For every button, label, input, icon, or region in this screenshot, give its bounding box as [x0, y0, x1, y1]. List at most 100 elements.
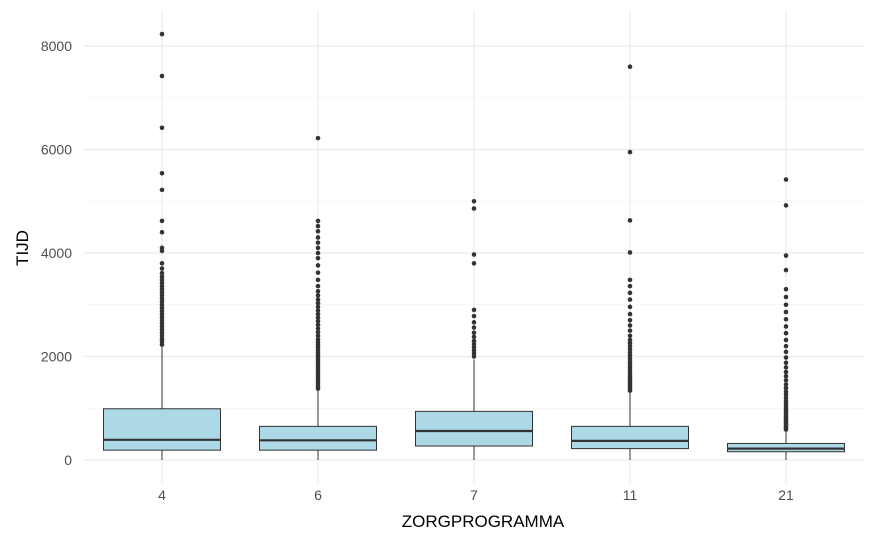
y-tick-label: 8000: [41, 38, 72, 54]
outlier-point: [627, 333, 633, 339]
outlier-point: [315, 300, 321, 306]
boxes-layer: [103, 31, 845, 460]
outlier-point: [627, 290, 633, 296]
outlier-point: [783, 294, 789, 300]
outlier-point: [159, 187, 165, 193]
outlier-point: [627, 64, 633, 69]
outlier-point: [315, 315, 321, 320]
x-tick-label: 4: [158, 487, 166, 503]
x-tick-label: 7: [470, 487, 478, 503]
outlier-point: [159, 266, 165, 271]
box-iqr: [415, 410, 533, 447]
outlier-point: [315, 270, 321, 275]
outlier-point: [315, 283, 321, 289]
x-tick-labels: 4 6 7 11 21: [158, 487, 794, 503]
outlier-point: [159, 230, 165, 235]
outlier-point: [627, 337, 633, 343]
box-iqr: [103, 408, 221, 451]
outlier-point: [315, 322, 321, 328]
outlier-point: [159, 274, 165, 280]
x-tick-label: 21: [778, 487, 794, 503]
outlier-point: [783, 385, 789, 391]
outlier-point: [315, 223, 321, 229]
outlier-point: [783, 330, 789, 336]
outlier-point: [783, 309, 789, 315]
outlier-point: [627, 297, 633, 302]
outlier-point: [315, 329, 321, 335]
outlier-point: [783, 316, 789, 322]
x-tick-label: 11: [623, 487, 638, 503]
outlier-point: [159, 73, 165, 79]
outlier-point: [315, 293, 321, 298]
outlier-point: [783, 324, 789, 329]
outlier-point: [159, 31, 165, 37]
outlier-point: [315, 235, 321, 240]
outlier-point: [159, 261, 165, 266]
outlier-point: [783, 286, 789, 292]
outlier-point: [783, 302, 789, 308]
outlier-point: [627, 317, 633, 323]
outlier-point: [315, 245, 321, 251]
outlier-point: [315, 228, 321, 234]
box-group-4: [103, 31, 221, 460]
outlier-point: [471, 252, 477, 257]
outlier-point: [783, 343, 789, 349]
outlier-point: [315, 255, 321, 261]
outlier-point: [315, 218, 321, 224]
outlier-point: [783, 177, 789, 182]
outlier-point: [471, 320, 477, 325]
outlier-point: [627, 323, 633, 328]
box-iqr: [259, 425, 377, 451]
outlier-point: [627, 250, 633, 255]
outlier-point: [627, 277, 633, 283]
outlier-point: [627, 218, 633, 223]
outlier-point: [783, 373, 789, 379]
outlier-point: [627, 304, 633, 310]
outlier-point: [315, 326, 321, 331]
outlier-point: [471, 313, 477, 319]
outlier-point: [471, 261, 477, 266]
outlier-point: [315, 311, 321, 317]
y-tick-labels: 0 2000 4000 6000 8000: [41, 38, 72, 468]
box-group-11: [571, 64, 689, 460]
outlier-point: [783, 267, 789, 273]
outlier-point: [159, 171, 165, 176]
outlier-point: [315, 277, 321, 283]
box-group-6: [259, 135, 377, 460]
outlier-point: [315, 297, 321, 302]
outlier-point: [627, 328, 633, 333]
box-iqr: [571, 425, 689, 450]
outlier-point: [783, 203, 789, 208]
outlier-point: [783, 369, 789, 375]
outlier-point: [471, 206, 477, 211]
x-axis-title: ZORGPROGRAMMA: [402, 512, 565, 531]
outlier-point: [783, 378, 789, 383]
y-tick-label: 6000: [41, 142, 72, 158]
outlier-point: [783, 360, 789, 366]
y-axis-title: TIJD: [13, 230, 32, 266]
outlier-point: [315, 263, 321, 268]
outlier-point: [315, 250, 321, 256]
outlier-point: [471, 307, 477, 313]
outlier-point: [315, 135, 321, 141]
y-tick-label: 0: [64, 452, 72, 468]
outlier-point: [783, 355, 789, 360]
outlier-point: [783, 253, 789, 258]
outlier-point: [315, 308, 321, 313]
outlier-point: [159, 245, 165, 251]
box-group-21: [727, 177, 845, 460]
outlier-point: [471, 338, 477, 344]
outlier-point: [471, 198, 477, 204]
outlier-point: [783, 389, 789, 394]
x-tick-label: 6: [314, 487, 322, 503]
y-tick-label: 2000: [41, 349, 72, 365]
outlier-point: [783, 337, 789, 343]
box-group-7: [415, 198, 533, 460]
outlier-point: [315, 337, 321, 342]
outlier-point: [471, 325, 477, 330]
outlier-point: [315, 288, 321, 294]
outlier-point: [159, 125, 165, 131]
outlier-point: [315, 304, 321, 310]
outlier-point: [627, 149, 633, 155]
